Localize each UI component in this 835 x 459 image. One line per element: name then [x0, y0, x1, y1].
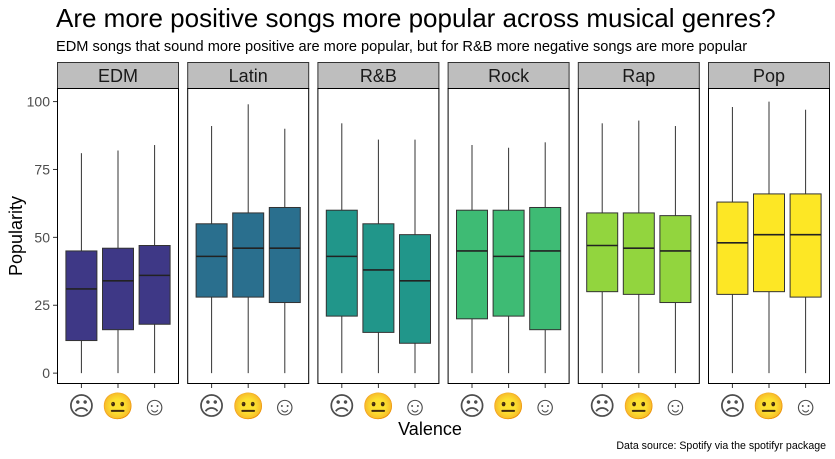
- frowning-face-icon: ☹: [198, 391, 225, 421]
- neutral-face-icon: 😐: [102, 391, 134, 421]
- smiling-face-icon: ☺: [792, 391, 819, 421]
- box: [622, 212, 655, 295]
- frowning-face-icon: ☹: [719, 391, 746, 421]
- facet-strip: [317, 62, 440, 89]
- x-axis-label: Valence: [398, 419, 462, 439]
- y-axis-label: Popularity: [6, 196, 26, 276]
- box: [753, 193, 785, 293]
- box: [456, 209, 488, 320]
- chart-subtitle: EDM songs that sound more positive are m…: [56, 39, 748, 55]
- y-tick-label: 50: [34, 229, 50, 245]
- smiling-face-icon: ☺: [402, 391, 429, 421]
- box: [65, 250, 98, 342]
- smiling-face-icon: ☺: [662, 391, 689, 421]
- facet-strip-label: R&B: [360, 66, 397, 86]
- box: [268, 206, 301, 304]
- box: [138, 245, 171, 325]
- box: [716, 201, 749, 295]
- frowning-face-icon: ☹: [458, 391, 485, 421]
- y-tick-label: 25: [34, 297, 50, 313]
- facet-strip-label: Latin: [229, 66, 268, 86]
- facet-strip: [708, 62, 830, 89]
- facet-strip: [187, 62, 310, 89]
- box: [789, 193, 822, 298]
- facet-strip-label: Pop: [753, 66, 785, 86]
- y-tick-label: 100: [27, 94, 51, 110]
- box: [362, 223, 395, 333]
- box: [586, 212, 619, 293]
- y-tick-label: 0: [42, 365, 50, 381]
- frowning-face-icon: ☹: [589, 391, 616, 421]
- neutral-face-icon: 😐: [362, 391, 394, 421]
- box: [659, 215, 692, 304]
- chart-title: Are more positive songs more popular acr…: [56, 3, 776, 33]
- smiling-face-icon: ☺: [532, 391, 559, 421]
- box: [232, 212, 265, 298]
- facet-strip-label: EDM: [98, 66, 138, 86]
- chart-caption: Data source: Spotify via the spotifyr pa…: [616, 440, 826, 452]
- neutral-face-icon: 😐: [623, 391, 655, 421]
- box: [492, 209, 525, 317]
- frowning-face-icon: ☹: [328, 391, 355, 421]
- facet-strip: [577, 62, 700, 89]
- box: [529, 206, 562, 331]
- box: [102, 247, 134, 331]
- neutral-face-icon: 😐: [492, 391, 524, 421]
- box: [195, 223, 228, 298]
- frowning-face-icon: ☹: [68, 391, 95, 421]
- box: [399, 234, 431, 344]
- y-tick-label: 75: [34, 161, 50, 177]
- box: [325, 209, 358, 317]
- facet-strip: [447, 62, 570, 89]
- facet-strip-label: Rap: [622, 66, 655, 86]
- neutral-face-icon: 😐: [753, 391, 785, 421]
- smiling-face-icon: ☺: [141, 391, 168, 421]
- facet-strip-label: Rock: [488, 66, 530, 86]
- neutral-face-icon: 😐: [232, 391, 264, 421]
- smiling-face-icon: ☺: [272, 391, 299, 421]
